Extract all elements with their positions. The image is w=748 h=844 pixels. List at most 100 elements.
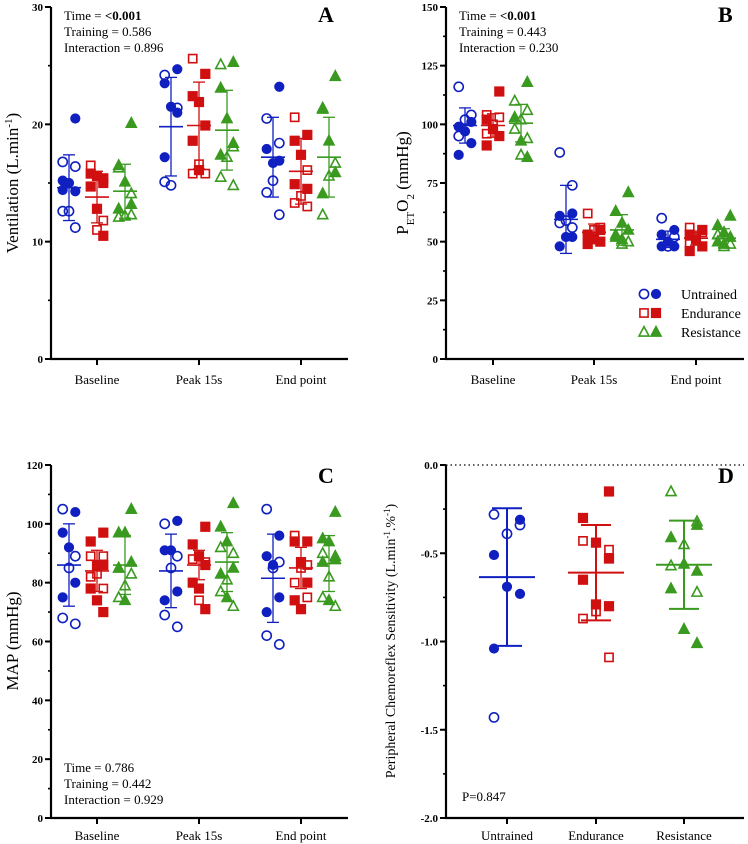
data-point-filled: [328, 69, 342, 82]
data-point-filled: [501, 581, 513, 592]
data-point-filled: [165, 545, 177, 556]
x-tick-label: Untrained: [481, 828, 533, 843]
data-point-open: [322, 569, 336, 582]
data-point-filled: [289, 135, 300, 146]
data-point-filled: [274, 81, 285, 92]
data-point-open: [494, 112, 505, 123]
data-point-filled: [711, 218, 725, 231]
stat-line: Interaction = 0.230: [459, 40, 558, 55]
data-point-open: [159, 609, 171, 621]
stat-time: Time = <0.001: [459, 8, 536, 23]
data-point-open: [165, 179, 177, 191]
data-point-filled: [554, 241, 565, 252]
data-point-filled: [165, 101, 177, 112]
data-point-open: [273, 639, 285, 650]
data-point-filled: [172, 107, 183, 118]
data-point-open: [57, 156, 69, 168]
data-point-filled: [91, 203, 103, 214]
data-point-open: [69, 161, 81, 172]
legend-marker-filled: [649, 324, 663, 337]
series-untrained: [479, 507, 535, 723]
data-point-filled: [98, 606, 109, 618]
data-point-filled: [172, 515, 183, 526]
data-point-open: [112, 590, 126, 603]
data-point-filled: [690, 234, 702, 245]
x-tick-label: End point: [276, 828, 327, 843]
data-point-filled: [621, 185, 635, 198]
data-point-open: [124, 566, 138, 579]
data-point-filled: [595, 224, 606, 236]
data-point-filled: [159, 152, 170, 163]
data-point-filled: [328, 165, 342, 178]
x-tick-label: Peak 15s: [176, 372, 223, 387]
panel-d: -2.0 -1.5 -1.0 -0.5 0.0 Untrained Endurance Res…: [382, 460, 744, 843]
data-point-open: [112, 209, 126, 222]
panel-letter: A: [318, 2, 334, 27]
data-point-filled: [316, 100, 330, 113]
data-point-filled: [567, 208, 578, 219]
data-point-filled: [70, 113, 81, 124]
data-point-filled: [615, 232, 629, 245]
legend-marker-open: [639, 308, 649, 318]
data-point-filled: [328, 552, 342, 564]
y-tick-label: 120: [27, 460, 44, 472]
stat-line: Interaction = 0.896: [64, 40, 164, 55]
data-point-filled: [57, 592, 68, 603]
data-point-open: [566, 222, 578, 233]
data-point-open: [57, 205, 69, 217]
data-point-filled: [494, 130, 505, 142]
data-point-filled: [70, 577, 81, 588]
data-point-filled: [577, 574, 589, 585]
data-point-filled: [302, 536, 313, 547]
stat-line: Training = 0.443: [459, 24, 546, 39]
data-point-open: [226, 546, 240, 559]
data-point-open: [302, 592, 313, 603]
data-point-open: [261, 503, 273, 515]
data-point-open: [261, 630, 273, 642]
data-point-filled: [112, 560, 126, 573]
data-point-open: [85, 551, 96, 562]
y-axis-title: MAP (mmHg): [3, 591, 22, 690]
panel-letter: C: [318, 463, 334, 488]
series-endurance: [85, 521, 313, 618]
data-point-open: [508, 121, 522, 134]
data-point-filled: [316, 531, 330, 544]
data-point-filled: [85, 181, 96, 192]
data-point-filled: [274, 530, 285, 541]
data-point-filled: [226, 55, 240, 67]
data-point-filled: [690, 636, 704, 649]
data-point-open: [488, 711, 500, 723]
y-tick-label: -1.0: [421, 637, 439, 649]
data-point-open: [604, 544, 614, 555]
data-point-filled: [172, 64, 183, 75]
data-point-open: [124, 186, 138, 199]
data-point-filled: [289, 595, 300, 606]
data-point-filled: [481, 114, 492, 125]
x-tick-label: Resistance: [656, 828, 712, 843]
y-axis-title: Ventilation (L.min-1): [3, 113, 22, 253]
y-tick-label: 150: [422, 2, 439, 14]
data-point-open: [57, 612, 69, 624]
data-point-filled: [508, 110, 522, 123]
x-tick-label: Baseline: [471, 372, 516, 387]
data-point-filled: [603, 601, 615, 612]
data-point-open: [520, 131, 534, 144]
data-point-open: [159, 176, 171, 188]
data-point-filled: [124, 502, 138, 514]
data-point-filled: [193, 583, 205, 594]
data-point-filled: [322, 133, 336, 146]
data-point-filled: [677, 622, 691, 634]
y-tick-label: 0: [38, 813, 44, 825]
data-point-open: [289, 112, 300, 123]
data-point-filled: [590, 537, 602, 548]
y-tick-label: 30: [32, 2, 44, 14]
data-point-filled: [690, 563, 704, 576]
data-point-filled: [677, 556, 691, 569]
data-point-filled: [98, 177, 109, 189]
series-untrained: [57, 64, 285, 233]
data-point-filled: [697, 224, 708, 236]
data-point-filled: [459, 126, 471, 137]
data-point-filled: [91, 170, 103, 182]
x-tick-label: Endurance: [568, 828, 624, 843]
x-tick-label: Baseline: [75, 372, 120, 387]
